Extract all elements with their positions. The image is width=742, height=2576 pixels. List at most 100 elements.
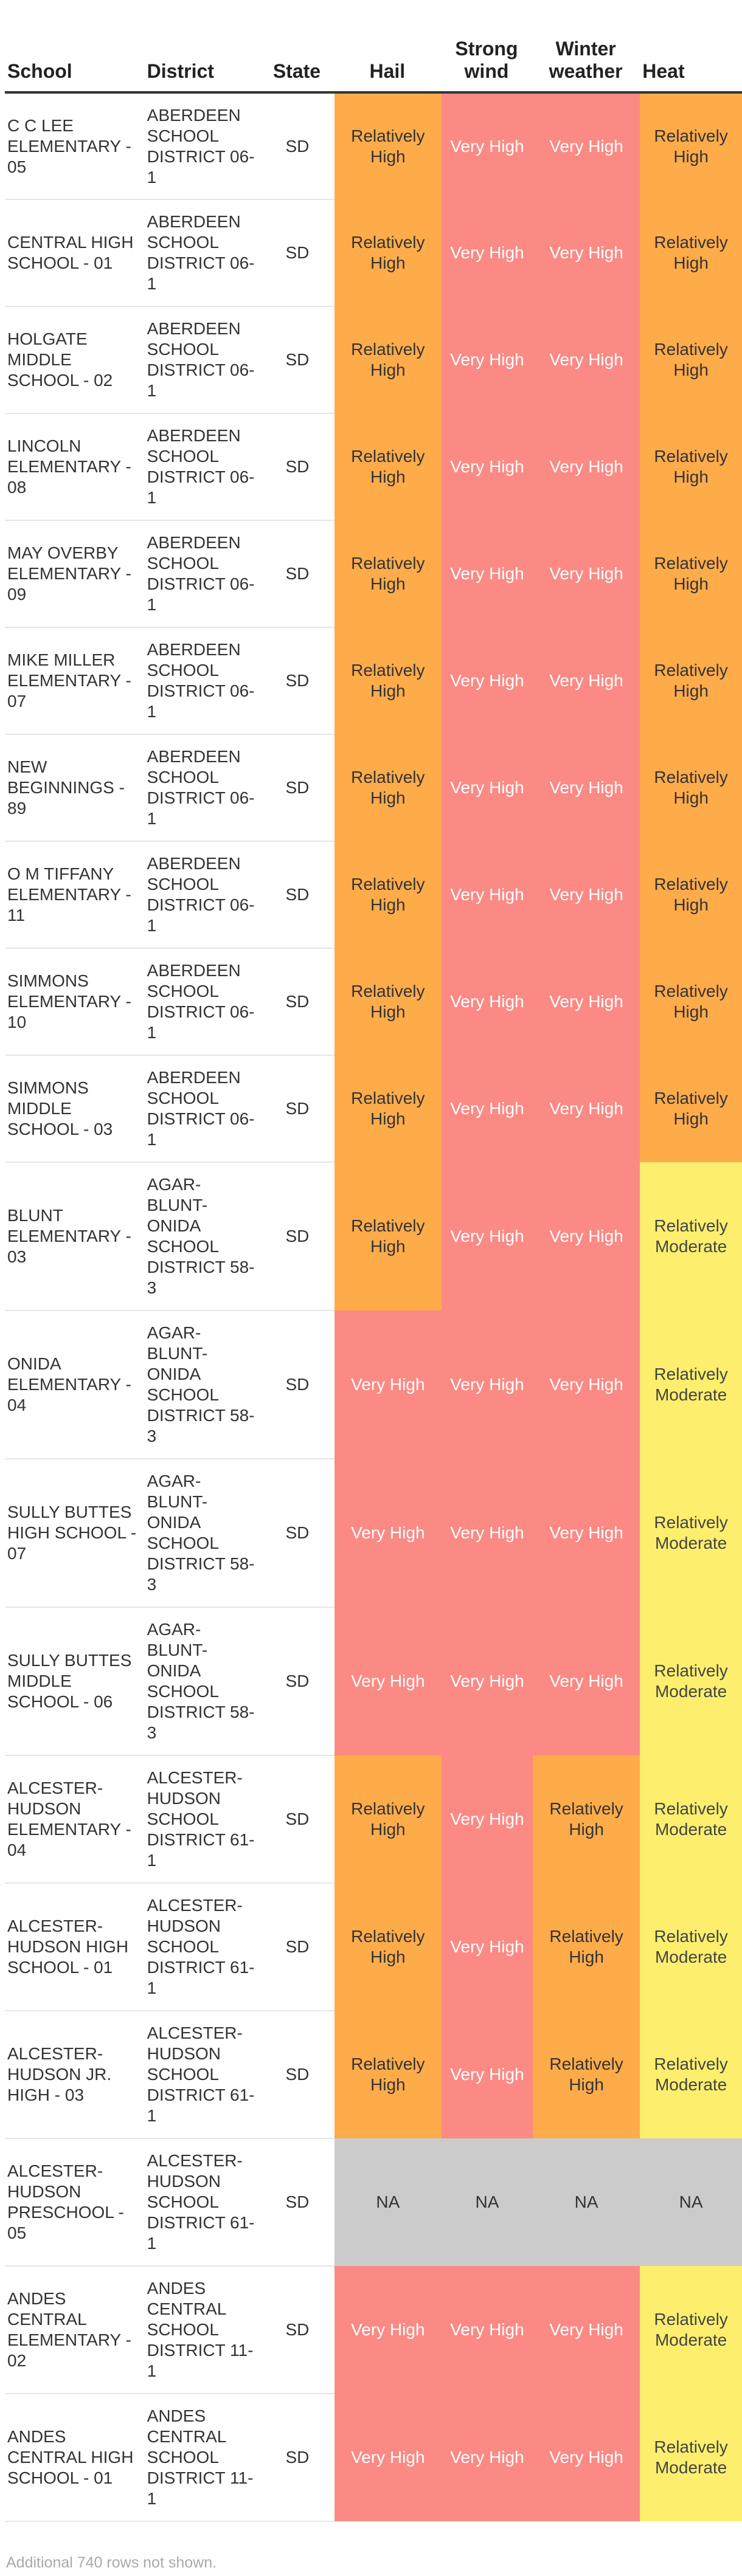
table-row: ANDES CENTRAL ELEMENTARY - 02 ANDES CENTR… (5, 2266, 742, 2394)
strong-wind-cell: NA (441, 2138, 533, 2266)
hail-cell: Relatively High (334, 413, 442, 520)
winter-weather-cell: Very High (532, 1055, 640, 1162)
school-cell: SULLY BUTTES MIDDLE SCHOOL - 06 (5, 1607, 145, 1756)
hail-cell: Relatively High (334, 520, 442, 627)
table-row: BLUNT ELEMENTARY - 03 AGAR-BLUNT-ONIDA SC… (5, 1162, 742, 1311)
table-row: SIMMONS ELEMENTARY - 10 ABERDEEN SCHOOL D… (5, 948, 742, 1056)
winter-weather-cell: Very High (532, 92, 640, 199)
district-cell: ALCESTER-HUDSON SCHOOL DISTRICT 61-1 (144, 2138, 261, 2267)
heat-cell: Relatively Moderate (640, 2394, 742, 2521)
school-cell: ALCESTER-HUDSON PRESCHOOL - 05 (5, 2138, 145, 2267)
district-cell: ABERDEEN SCHOOL DISTRICT 06-1 (144, 199, 261, 307)
heat-cell: Relatively High (640, 92, 742, 199)
hail-cell: Very High (334, 1607, 442, 1755)
district-cell: ABERDEEN SCHOOL DISTRICT 06-1 (144, 841, 261, 949)
strong-wind-cell: Very High (441, 1607, 533, 1755)
school-cell: HOLGATE MIDDLE SCHOOL - 02 (5, 306, 145, 414)
school-cell: LINCOLN ELEMENTARY - 08 (5, 413, 145, 521)
heat-cell: Relatively High (640, 1055, 742, 1162)
school-cell: C C LEE ELEMENTARY - 05 (5, 92, 145, 200)
hail-cell: Relatively High (334, 92, 442, 199)
school-cell: ANDES CENTRAL ELEMENTARY - 02 (5, 2266, 145, 2394)
state-cell: SD (260, 841, 335, 949)
strong-wind-cell: Very High (441, 1883, 533, 2011)
table-row: O M TIFFANY ELEMENTARY - 11 ABERDEEN SCHO… (5, 841, 742, 949)
strong-wind-cell: Very High (441, 627, 533, 734)
table-row: ANDES CENTRAL HIGH SCHOOL - 01 ANDES CENT… (5, 2394, 742, 2522)
table-row: SULLY BUTTES HIGH SCHOOL - 07 AGAR-BLUNT-… (5, 1459, 742, 1608)
heat-cell: Relatively High (640, 199, 742, 306)
state-cell: SD (260, 948, 335, 1056)
state-cell: SD (260, 1755, 335, 1884)
winter-weather-cell: Very High (532, 520, 640, 627)
winter-weather-cell: Relatively High (532, 1755, 640, 1883)
header-hail[interactable]: Hail (334, 24, 442, 94)
state-cell: SD (260, 2266, 335, 2394)
table-row: ALCESTER-HUDSON ELEMENTARY - 04 ALCESTER-… (5, 1755, 742, 1884)
state-cell: SD (260, 1883, 335, 2011)
heat-cell: Relatively Moderate (640, 2011, 742, 2138)
district-cell: ANDES CENTRAL SCHOOL DISTRICT 11-1 (144, 2266, 261, 2394)
school-cell: NEW BEGINNINGS - 89 (5, 734, 145, 842)
district-cell: ABERDEEN SCHOOL DISTRICT 06-1 (144, 413, 261, 521)
table-body: C C LEE ELEMENTARY - 05 ABERDEEN SCHOOL D… (5, 92, 742, 2522)
table-row: ALCESTER-HUDSON JR. HIGH - 03 ALCESTER-HU… (5, 2011, 742, 2139)
school-cell: ALCESTER-HUDSON HIGH SCHOOL - 01 (5, 1883, 145, 2011)
hail-cell: Relatively High (334, 306, 442, 413)
state-cell: SD (260, 1459, 335, 1608)
state-cell: SD (260, 2011, 335, 2139)
district-cell: ABERDEEN SCHOOL DISTRICT 06-1 (144, 92, 261, 200)
winter-weather-cell: Relatively High (532, 1883, 640, 2011)
hail-cell: NA (334, 2138, 442, 2266)
strong-wind-cell: Very High (441, 841, 533, 948)
strong-wind-cell: Very High (441, 413, 533, 520)
heat-cell: Relatively High (640, 734, 742, 841)
strong-wind-cell: Very High (441, 520, 533, 627)
header-winter-weather[interactable]: Winter weather (532, 24, 640, 94)
heat-cell: Relatively High (640, 948, 742, 1055)
hail-cell: Relatively High (334, 1055, 442, 1162)
district-cell: ALCESTER-HUDSON SCHOOL DISTRICT 61-1 (144, 1883, 261, 2011)
heat-cell: Relatively Moderate (640, 1459, 742, 1607)
heat-cell: Relatively High (640, 841, 742, 948)
winter-weather-cell: Very High (532, 841, 640, 948)
school-cell: ONIDA ELEMENTARY - 04 (5, 1310, 145, 1459)
state-cell: SD (260, 627, 335, 735)
school-cell: SIMMONS ELEMENTARY - 10 (5, 948, 145, 1056)
heat-cell: NA (640, 2138, 742, 2266)
header-row: School District State Hail Strong wind W… (5, 24, 742, 94)
hail-cell: Relatively High (334, 2011, 442, 2138)
state-cell: SD (260, 306, 335, 414)
strong-wind-cell: Very High (441, 2394, 533, 2521)
header-strong-wind[interactable]: Strong wind (441, 24, 533, 94)
state-cell: SD (260, 199, 335, 307)
school-cell: CENTRAL HIGH SCHOOL - 01 (5, 199, 145, 307)
strong-wind-cell: Very High (441, 2266, 533, 2394)
winter-weather-cell: Very High (532, 1459, 640, 1607)
hail-cell: Very High (334, 1310, 442, 1459)
hail-cell: Relatively High (334, 1162, 442, 1310)
header-school[interactable]: School (5, 24, 145, 94)
winter-weather-cell: Very High (532, 306, 640, 413)
strong-wind-cell: Very High (441, 734, 533, 841)
heat-cell: Relatively Moderate (640, 1883, 742, 2011)
school-cell: ALCESTER-HUDSON JR. HIGH - 03 (5, 2011, 145, 2139)
heat-cell: Relatively Moderate (640, 1310, 742, 1459)
winter-weather-cell: Very High (532, 2266, 640, 2394)
strong-wind-cell: Very High (441, 199, 533, 306)
state-cell: SD (260, 1055, 335, 1163)
header-state[interactable]: State (260, 24, 335, 94)
winter-weather-cell: NA (532, 2138, 640, 2266)
school-cell: ANDES CENTRAL HIGH SCHOOL - 01 (5, 2394, 145, 2522)
heat-cell: Relatively Moderate (640, 1162, 742, 1310)
school-cell: O M TIFFANY ELEMENTARY - 11 (5, 841, 145, 949)
winter-weather-cell: Relatively High (532, 2011, 640, 2138)
strong-wind-cell: Very High (441, 1459, 533, 1607)
header-district[interactable]: District (144, 24, 261, 94)
strong-wind-cell: Very High (441, 1055, 533, 1162)
strong-wind-cell: Very High (441, 92, 533, 199)
district-cell: ABERDEEN SCHOOL DISTRICT 06-1 (144, 948, 261, 1056)
header-heat[interactable]: Heat (640, 24, 742, 94)
strong-wind-cell: Very High (441, 1162, 533, 1310)
district-cell: ABERDEEN SCHOOL DISTRICT 06-1 (144, 520, 261, 628)
